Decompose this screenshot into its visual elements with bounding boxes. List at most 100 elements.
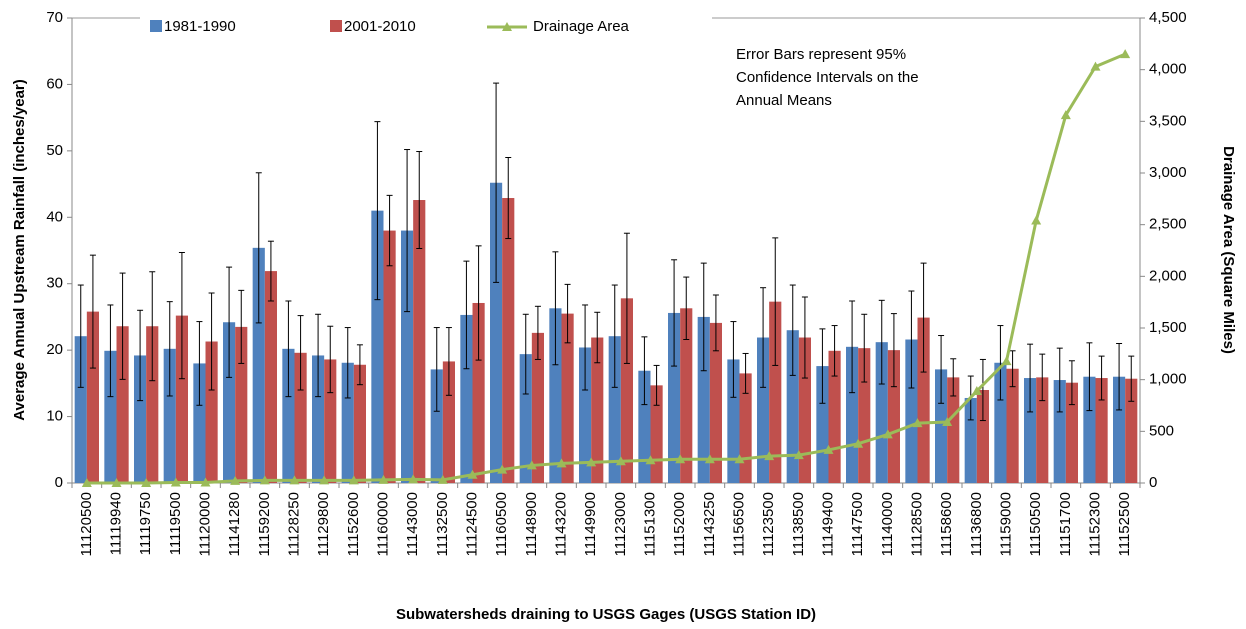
line-marker	[942, 417, 953, 427]
bar	[104, 350, 117, 483]
bar	[668, 312, 681, 483]
line-marker	[823, 444, 834, 454]
error-bar	[1027, 343, 1034, 413]
line-marker	[615, 456, 626, 466]
error-bar	[404, 149, 411, 313]
bar	[430, 369, 443, 483]
error-bar	[564, 283, 571, 344]
error-bar	[849, 300, 856, 394]
x-tick-label: 11159200	[256, 492, 273, 557]
error-bar	[1068, 360, 1075, 406]
bar	[757, 337, 770, 483]
error-bar	[861, 313, 868, 383]
error-bar	[267, 240, 274, 302]
error-bar	[1128, 355, 1135, 402]
x-tick-label: 11152300	[1086, 492, 1103, 557]
x-tick-label: 11148900	[523, 492, 540, 557]
error-bar	[789, 284, 796, 376]
error-bar	[742, 352, 749, 394]
x-tick-label: 11141280	[226, 492, 243, 557]
x-tick-label: 11160000	[374, 492, 391, 557]
line-marker	[378, 474, 389, 484]
x-tick-label: 11136800	[968, 492, 985, 557]
y-tick-label: 30	[46, 275, 63, 292]
legend-label: Drainage Area	[533, 18, 630, 35]
line-marker	[882, 429, 893, 439]
bar	[490, 182, 503, 483]
bar	[935, 369, 948, 483]
error-bar	[920, 262, 927, 373]
bar	[947, 377, 960, 483]
bar	[282, 348, 295, 483]
bar	[739, 373, 752, 483]
line-marker	[289, 475, 300, 485]
bar	[875, 342, 888, 483]
bar	[697, 316, 710, 483]
line-marker	[348, 475, 359, 485]
x-tick-label: 11143000	[404, 492, 421, 557]
error-bar	[119, 272, 126, 380]
bar	[638, 370, 651, 483]
x-tick-label: 11152500	[1116, 492, 1133, 557]
x-tick-label: 11138500	[790, 492, 807, 557]
error-bar	[979, 358, 986, 422]
y2-tick-label: 0	[1149, 474, 1157, 491]
line-marker	[230, 475, 241, 485]
error-bar	[594, 311, 601, 364]
bar	[383, 230, 396, 483]
line-marker	[1031, 215, 1042, 225]
line-marker	[497, 464, 508, 474]
bar	[223, 322, 236, 483]
error-bar	[475, 245, 482, 361]
legend-swatch	[150, 20, 162, 32]
line-marker	[1120, 49, 1131, 59]
error-bar	[534, 305, 541, 360]
bar	[709, 322, 722, 483]
bar	[502, 198, 515, 483]
error-bar	[89, 254, 96, 369]
error-bar	[1086, 342, 1093, 412]
x-tick-label: 11132500	[434, 492, 451, 557]
bar	[798, 337, 811, 483]
x-tick-label: 11158600	[938, 492, 955, 557]
error-bar	[1039, 353, 1046, 402]
error-bar	[315, 313, 322, 398]
error-bar	[107, 304, 114, 398]
line-marker	[141, 478, 152, 487]
bar	[1113, 376, 1126, 483]
error-bar	[285, 300, 292, 398]
error-bar	[623, 232, 630, 364]
annotation: Annual Means	[736, 92, 832, 109]
x-tick-label: 11149900	[582, 492, 599, 557]
bar	[727, 359, 740, 483]
error-bar	[166, 301, 173, 397]
bar	[413, 200, 426, 483]
legend-marker	[502, 22, 512, 31]
y2-tick-label: 4,000	[1149, 61, 1187, 78]
error-bar	[238, 289, 245, 364]
error-bar	[819, 328, 826, 404]
error-bar	[908, 290, 915, 389]
line-marker	[556, 458, 567, 468]
y-tick-label: 50	[46, 142, 63, 159]
line	[86, 52, 1126, 485]
bar	[579, 347, 592, 483]
x-axis-title: Subwatersheds draining to USGS Gages (US…	[396, 606, 816, 623]
bar	[608, 336, 621, 483]
x-tick-label: 11123500	[760, 492, 777, 557]
y-tick-label: 40	[46, 208, 63, 225]
bar	[519, 354, 532, 483]
x-tick-label: 11143200	[552, 492, 569, 557]
bar	[964, 397, 977, 483]
error-bar	[297, 315, 304, 391]
bar	[680, 308, 693, 483]
x-tick-label: 11150500	[1027, 492, 1044, 557]
error-bar	[416, 151, 423, 250]
bar	[1024, 378, 1037, 483]
error-bar	[178, 251, 185, 380]
error-bar	[374, 121, 381, 301]
error-bar	[653, 364, 660, 406]
y2-tick-label: 2,000	[1149, 267, 1187, 284]
bar	[976, 390, 989, 483]
